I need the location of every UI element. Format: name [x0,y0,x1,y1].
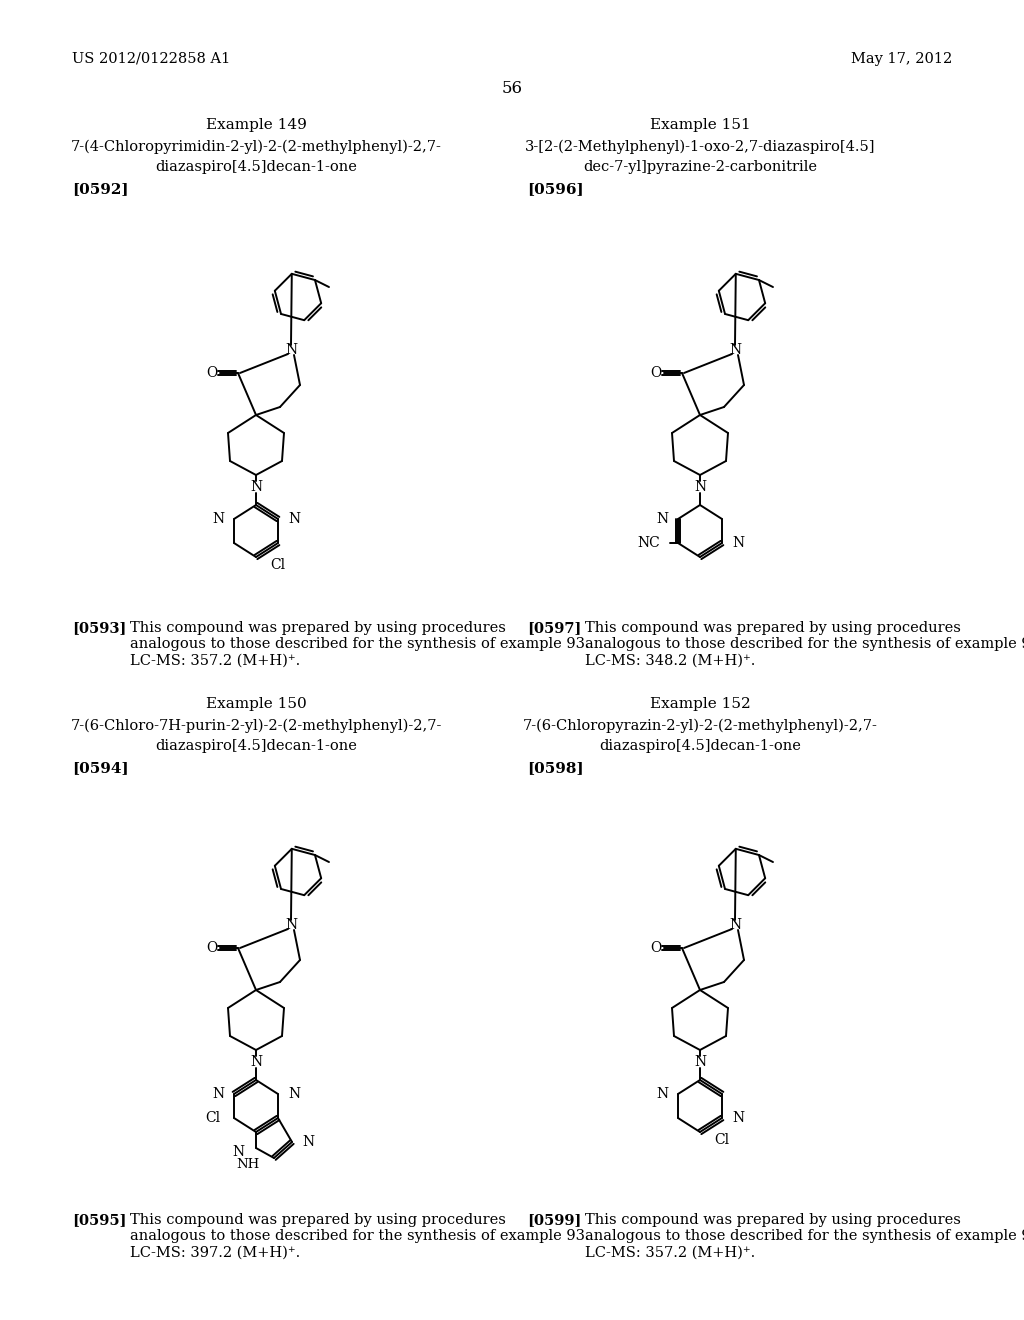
Text: [0595]: [0595] [72,1213,127,1228]
Text: Cl: Cl [714,1133,729,1147]
Text: N: N [212,512,224,525]
Text: Example 149: Example 149 [206,117,306,132]
Text: N: N [250,1055,262,1069]
Text: O: O [207,366,218,380]
Text: O: O [650,366,662,380]
Text: N: N [288,1086,300,1101]
Text: N: N [694,480,707,494]
Text: US 2012/0122858 A1: US 2012/0122858 A1 [72,51,230,66]
Text: N: N [302,1135,314,1148]
Text: N: N [732,1111,744,1125]
Text: [0599]: [0599] [527,1213,582,1228]
Text: [0596]: [0596] [527,182,584,195]
Text: diazaspiro[4.5]decan-1-one: diazaspiro[4.5]decan-1-one [599,739,801,752]
Text: Cl: Cl [205,1111,220,1125]
Text: Example 151: Example 151 [649,117,751,132]
Text: NH: NH [237,1158,260,1171]
Text: [0593]: [0593] [72,620,126,635]
Text: 7-(6-Chloro-7H-purin-2-yl)-2-(2-methylphenyl)-2,7-: 7-(6-Chloro-7H-purin-2-yl)-2-(2-methylph… [71,719,441,734]
Text: N: N [732,536,744,550]
Text: N: N [250,480,262,494]
Text: N: N [729,917,741,932]
Text: N: N [212,1086,224,1101]
Text: N: N [694,1055,707,1069]
Text: O: O [650,941,662,954]
Text: N: N [656,512,668,525]
Text: diazaspiro[4.5]decan-1-one: diazaspiro[4.5]decan-1-one [155,160,357,174]
Text: N: N [285,917,297,932]
Text: [0597]: [0597] [527,620,582,635]
Text: May 17, 2012: May 17, 2012 [851,51,952,66]
Text: 56: 56 [502,81,522,96]
Text: N: N [285,343,297,356]
Text: This compound was prepared by using procedures
analogous to those described for : This compound was prepared by using proc… [130,620,590,668]
Text: N: N [231,1144,244,1159]
Text: Cl: Cl [270,558,285,572]
Text: 7-(4-Chloropyrimidin-2-yl)-2-(2-methylphenyl)-2,7-: 7-(4-Chloropyrimidin-2-yl)-2-(2-methylph… [71,140,441,154]
Text: 3-[2-(2-Methylphenyl)-1-oxo-2,7-diazaspiro[4.5]: 3-[2-(2-Methylphenyl)-1-oxo-2,7-diazaspi… [524,140,876,154]
Text: dec-7-yl]pyrazine-2-carbonitrile: dec-7-yl]pyrazine-2-carbonitrile [583,160,817,174]
Text: [0592]: [0592] [72,182,128,195]
Text: Example 150: Example 150 [206,697,306,711]
Text: [0594]: [0594] [72,762,129,775]
Text: N: N [656,1086,668,1101]
Text: O: O [207,941,218,954]
Text: diazaspiro[4.5]decan-1-one: diazaspiro[4.5]decan-1-one [155,739,357,752]
Text: NC: NC [637,536,660,550]
Text: This compound was prepared by using procedures
analogous to those described for : This compound was prepared by using proc… [130,1213,590,1259]
Text: 7-(6-Chloropyrazin-2-yl)-2-(2-methylphenyl)-2,7-: 7-(6-Chloropyrazin-2-yl)-2-(2-methylphen… [522,719,878,734]
Text: N: N [288,512,300,525]
Text: This compound was prepared by using procedures
analogous to those described for : This compound was prepared by using proc… [585,1213,1024,1259]
Text: Example 152: Example 152 [649,697,751,711]
Text: [0598]: [0598] [527,762,584,775]
Text: N: N [729,343,741,356]
Text: This compound was prepared by using procedures
analogous to those described for : This compound was prepared by using proc… [585,620,1024,668]
